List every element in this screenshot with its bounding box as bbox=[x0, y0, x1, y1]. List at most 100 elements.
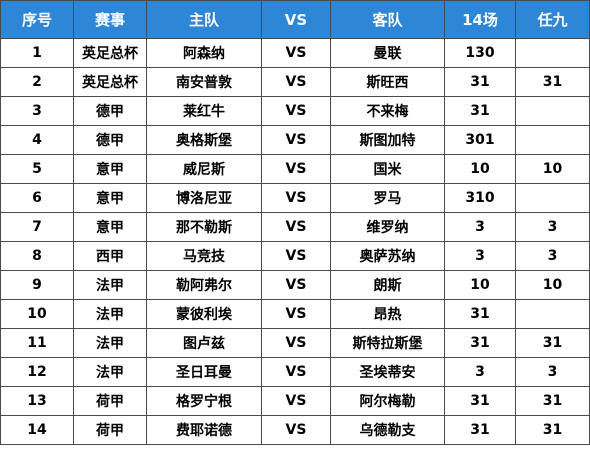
cell-home-team: 博洛尼亚 bbox=[146, 183, 262, 213]
cell-pick-9: 31 bbox=[515, 67, 590, 97]
cell-away-team: 斯旺西 bbox=[330, 67, 445, 97]
cell-number: 1 bbox=[0, 38, 74, 68]
cell-number: 4 bbox=[0, 125, 74, 155]
cell-14-matches: 301 bbox=[444, 125, 516, 155]
cell-competition: 西甲 bbox=[73, 241, 147, 271]
cell-14-matches: 130 bbox=[444, 38, 516, 68]
cell-pick-9: 31 bbox=[515, 328, 590, 358]
cell-competition: 英足总杯 bbox=[73, 38, 147, 68]
cell-competition: 法甲 bbox=[73, 357, 147, 387]
cell-pick-9: 3 bbox=[515, 212, 590, 242]
cell-competition: 意甲 bbox=[73, 183, 147, 213]
cell-pick-9 bbox=[515, 38, 590, 68]
table-row: 14 荷甲 费耶诺德 VS 乌德勒支 31 31 bbox=[0, 415, 590, 445]
cell-home-team: 圣日耳曼 bbox=[146, 357, 262, 387]
cell-away-team: 不来梅 bbox=[330, 96, 445, 126]
cell-pick-9 bbox=[515, 299, 590, 329]
cell-competition: 英足总杯 bbox=[73, 67, 147, 97]
cell-competition: 法甲 bbox=[73, 270, 147, 300]
table-row: 3 德甲 莱红牛 VS 不来梅 31 bbox=[0, 96, 590, 126]
cell-pick-9: 10 bbox=[515, 270, 590, 300]
cell-number: 3 bbox=[0, 96, 74, 126]
cell-vs: VS bbox=[261, 96, 331, 126]
cell-vs: VS bbox=[261, 212, 331, 242]
cell-vs: VS bbox=[261, 125, 331, 155]
cell-away-team: 朗斯 bbox=[330, 270, 445, 300]
cell-number: 9 bbox=[0, 270, 74, 300]
cell-pick-9: 10 bbox=[515, 154, 590, 184]
cell-away-team: 乌德勒支 bbox=[330, 415, 445, 445]
cell-home-team: 威尼斯 bbox=[146, 154, 262, 184]
cell-pick-9: 31 bbox=[515, 415, 590, 445]
cell-vs: VS bbox=[261, 241, 331, 271]
cell-competition: 意甲 bbox=[73, 212, 147, 242]
cell-number: 14 bbox=[0, 415, 74, 445]
cell-away-team: 斯特拉斯堡 bbox=[330, 328, 445, 358]
cell-number: 10 bbox=[0, 299, 74, 329]
table-row: 13 荷甲 格罗宁根 VS 阿尔梅勒 31 31 bbox=[0, 386, 590, 416]
cell-vs: VS bbox=[261, 357, 331, 387]
cell-14-matches: 3 bbox=[444, 241, 516, 271]
table-row: 2 英足总杯 南安普敦 VS 斯旺西 31 31 bbox=[0, 67, 590, 97]
cell-competition: 德甲 bbox=[73, 96, 147, 126]
cell-away-team: 奥萨苏纳 bbox=[330, 241, 445, 271]
cell-competition: 荷甲 bbox=[73, 415, 147, 445]
table-row: 12 法甲 圣日耳曼 VS 圣埃蒂安 3 3 bbox=[0, 357, 590, 387]
cell-14-matches: 31 bbox=[444, 415, 516, 445]
header-vs: VS bbox=[261, 0, 331, 39]
cell-number: 8 bbox=[0, 241, 74, 271]
cell-14-matches: 31 bbox=[444, 328, 516, 358]
cell-competition: 意甲 bbox=[73, 154, 147, 184]
cell-away-team: 斯图加特 bbox=[330, 125, 445, 155]
cell-home-team: 奥格斯堡 bbox=[146, 125, 262, 155]
cell-home-team: 南安普敦 bbox=[146, 67, 262, 97]
header-competition: 赛事 bbox=[73, 0, 147, 39]
cell-home-team: 阿森纳 bbox=[146, 38, 262, 68]
header-14-matches: 14场 bbox=[444, 0, 516, 39]
table-row: 6 意甲 博洛尼亚 VS 罗马 310 bbox=[0, 183, 590, 213]
cell-number: 5 bbox=[0, 154, 74, 184]
table-row: 9 法甲 勒阿弗尔 VS 朗斯 10 10 bbox=[0, 270, 590, 300]
table-row: 4 德甲 奥格斯堡 VS 斯图加特 301 bbox=[0, 125, 590, 155]
cell-14-matches: 10 bbox=[444, 270, 516, 300]
table-row: 11 法甲 图卢兹 VS 斯特拉斯堡 31 31 bbox=[0, 328, 590, 358]
cell-away-team: 圣埃蒂安 bbox=[330, 357, 445, 387]
cell-vs: VS bbox=[261, 415, 331, 445]
cell-home-team: 莱红牛 bbox=[146, 96, 262, 126]
cell-number: 13 bbox=[0, 386, 74, 416]
cell-vs: VS bbox=[261, 154, 331, 184]
cell-competition: 德甲 bbox=[73, 125, 147, 155]
cell-pick-9: 3 bbox=[515, 357, 590, 387]
cell-home-team: 费耶诺德 bbox=[146, 415, 262, 445]
cell-home-team: 格罗宁根 bbox=[146, 386, 262, 416]
cell-vs: VS bbox=[261, 38, 331, 68]
cell-home-team: 马竞技 bbox=[146, 241, 262, 271]
table-row: 1 英足总杯 阿森纳 VS 曼联 130 bbox=[0, 38, 590, 68]
cell-home-team: 蒙彼利埃 bbox=[146, 299, 262, 329]
cell-away-team: 阿尔梅勒 bbox=[330, 386, 445, 416]
cell-14-matches: 31 bbox=[444, 67, 516, 97]
cell-pick-9 bbox=[515, 183, 590, 213]
cell-pick-9 bbox=[515, 125, 590, 155]
cell-home-team: 图卢兹 bbox=[146, 328, 262, 358]
cell-away-team: 维罗纳 bbox=[330, 212, 445, 242]
cell-14-matches: 31 bbox=[444, 386, 516, 416]
cell-number: 11 bbox=[0, 328, 74, 358]
cell-home-team: 勒阿弗尔 bbox=[146, 270, 262, 300]
cell-number: 12 bbox=[0, 357, 74, 387]
cell-home-team: 那不勒斯 bbox=[146, 212, 262, 242]
header-row: 序号 赛事 主队 VS 客队 14场 任九 bbox=[0, 0, 590, 39]
cell-pick-9 bbox=[515, 96, 590, 126]
cell-14-matches: 3 bbox=[444, 212, 516, 242]
cell-away-team: 国米 bbox=[330, 154, 445, 184]
cell-competition: 法甲 bbox=[73, 299, 147, 329]
table-row: 10 法甲 蒙彼利埃 VS 昂热 31 bbox=[0, 299, 590, 329]
table-row: 7 意甲 那不勒斯 VS 维罗纳 3 3 bbox=[0, 212, 590, 242]
cell-competition: 法甲 bbox=[73, 328, 147, 358]
cell-14-matches: 3 bbox=[444, 357, 516, 387]
cell-number: 6 bbox=[0, 183, 74, 213]
header-num: 序号 bbox=[0, 0, 74, 39]
cell-number: 2 bbox=[0, 67, 74, 97]
cell-number: 7 bbox=[0, 212, 74, 242]
